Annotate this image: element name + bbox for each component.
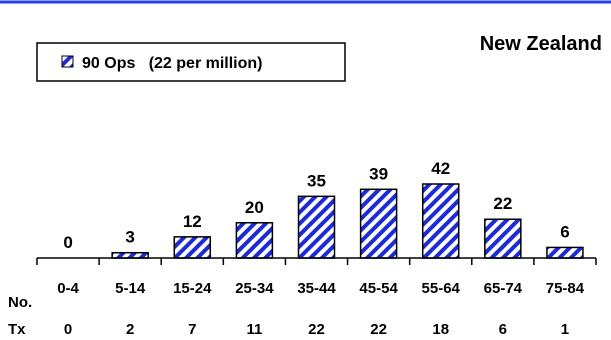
value-labels: 0 3 12 20 35 39 42 22 6 bbox=[63, 159, 569, 252]
x-tick-label-15-24: 15-24 bbox=[173, 280, 212, 297]
x-tick-label-55-64: 55-64 bbox=[422, 280, 461, 297]
table-values: 0 2 7 11 22 22 18 6 1 bbox=[64, 321, 569, 338]
table-label-no: No. bbox=[8, 294, 32, 311]
value-label-35-44: 35 bbox=[307, 171, 326, 190]
bar-25-34 bbox=[235, 222, 274, 259]
legend-box bbox=[36, 42, 346, 82]
bar-45-54 bbox=[359, 188, 398, 259]
value-label-5-14: 3 bbox=[125, 228, 134, 247]
value-label-25-34: 20 bbox=[245, 198, 264, 217]
value-label-55-64: 42 bbox=[431, 159, 450, 178]
table-value-75-84: 1 bbox=[561, 321, 569, 338]
value-label-45-54: 39 bbox=[369, 164, 388, 183]
bar-35-44 bbox=[297, 195, 336, 259]
value-label-0-4: 0 bbox=[63, 233, 72, 252]
legend: 90 Ops (22 per million) bbox=[36, 42, 346, 82]
table-value-5-14: 2 bbox=[126, 321, 134, 338]
table-value-55-64: 18 bbox=[432, 321, 449, 338]
value-label-65-74: 22 bbox=[493, 194, 512, 213]
table-value-45-54: 22 bbox=[370, 321, 387, 338]
legend-label: 90 Ops (22 per million) bbox=[82, 55, 263, 72]
table-value-0-4: 0 bbox=[64, 321, 72, 338]
x-tick-label-65-74: 65-74 bbox=[484, 280, 523, 297]
x-axis-ticks bbox=[36, 258, 597, 265]
table-label-tx: Tx bbox=[8, 321, 26, 338]
x-tick-label-5-14: 5-14 bbox=[115, 280, 146, 297]
x-tick-label-35-44: 35-44 bbox=[297, 280, 336, 297]
bar-15-24 bbox=[173, 236, 212, 259]
x-tick-label-25-34: 25-34 bbox=[235, 280, 274, 297]
table-value-15-24: 7 bbox=[188, 321, 196, 338]
table-value-65-74: 6 bbox=[499, 321, 507, 338]
table-value-35-44: 22 bbox=[308, 321, 325, 338]
bar-55-64 bbox=[421, 183, 460, 259]
bar-75-84 bbox=[546, 246, 584, 259]
x-tick-label-75-84: 75-84 bbox=[546, 280, 585, 297]
table-value-25-34: 11 bbox=[246, 321, 262, 338]
chart-title: New Zealand bbox=[480, 33, 602, 55]
bar-65-74 bbox=[484, 218, 522, 259]
value-label-75-84: 6 bbox=[560, 222, 569, 241]
x-tick-labels: 0-4 5-14 15-24 25-34 35-44 45-54 55-64 65-74 75-… bbox=[57, 280, 585, 297]
bar-5-14 bbox=[111, 251, 149, 259]
x-tick-label-0-4: 0-4 bbox=[57, 280, 79, 297]
legend-swatch bbox=[61, 55, 74, 68]
value-label-15-24: 12 bbox=[183, 212, 202, 231]
x-tick-label-45-54: 45-54 bbox=[359, 280, 398, 297]
